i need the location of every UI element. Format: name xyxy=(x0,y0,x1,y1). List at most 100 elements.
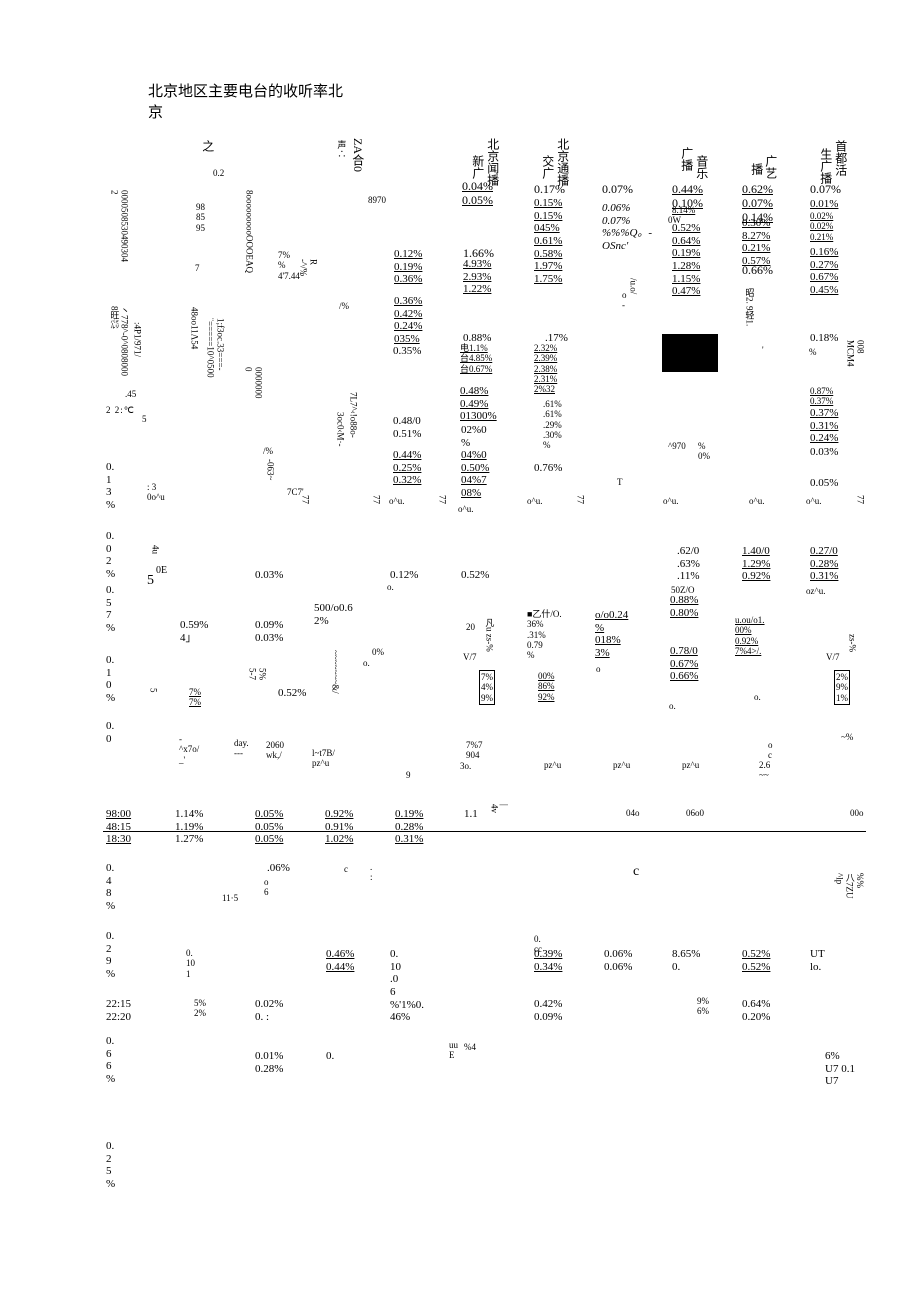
c2-7pct: 7% 7% xyxy=(189,687,201,708)
c10-quote: ' xyxy=(762,345,764,355)
c4-0pt: 0. xyxy=(326,1050,334,1063)
c5-035: 0.35% xyxy=(393,345,421,358)
c3-001028: 0.01% 0.28% xyxy=(255,1050,283,1075)
table-rule xyxy=(103,831,866,832)
c2-1f3oc: 1;f3oc.33===- ¨=====10^0500 xyxy=(205,318,226,378)
c2-11: 11·5 xyxy=(222,893,238,903)
c6-052: 0.52% xyxy=(461,569,489,582)
c8-T: T xyxy=(617,477,623,487)
c5-044025032: 0.44% 0.25% 0.32% xyxy=(393,449,421,487)
c11-UTlo: UT lo. xyxy=(810,948,825,973)
col1-00: 0. 0 xyxy=(106,720,114,745)
c4-500o062: 500/o0.6 2% xyxy=(314,602,353,627)
c11-pct: ~% xyxy=(841,732,853,742)
c3-77: 77 xyxy=(300,495,310,504)
c3-052: 0.52% xyxy=(278,687,306,700)
c9-814: 8.14% xyxy=(672,205,695,215)
col1-057: 0. 5 7 % xyxy=(106,584,115,635)
c7-008692: 00% 86% 92% xyxy=(538,671,555,702)
c6-048049013: 0.48% 0.49% 01300% xyxy=(460,385,497,423)
row-1141119127: 1.14% 1.19% 1.27% xyxy=(175,808,203,846)
c9-052064019128115047: 0.52% 0.64% 0.19% 1.28% 1.15% 0.47% xyxy=(672,222,700,298)
c4-7L7: 7L7^‹!o88o- xyxy=(348,392,358,438)
c11-018: 0.18% xyxy=(810,332,838,345)
c9-078067066: 0.78/0 0.67% 0.66% xyxy=(670,645,698,683)
c10-uouo: u.ou/o1. 00% 0.92% 7%4>/. xyxy=(735,615,765,656)
col1-22c: 2 2:℃ xyxy=(106,405,135,415)
col-header-7a: 首都活 xyxy=(833,140,847,176)
c5-o: o. xyxy=(387,582,394,592)
c7-042009: 0.42% 0.09% xyxy=(534,998,562,1023)
c10-030027021057: 0.30% 8.27% 0.21% 0.57% xyxy=(742,217,770,268)
col1-2215: 22:15 22:20 xyxy=(106,998,131,1023)
c5-9: 9 xyxy=(406,770,411,780)
c9-060o: 06o0 xyxy=(686,808,704,818)
c2-985: 98 85 95 xyxy=(196,202,205,233)
c5-0106046: 0. 10 .0 6 %'1%0. 46% xyxy=(390,948,424,1024)
c9-96: 9% 6% xyxy=(697,996,709,1017)
c5-dot9: . : xyxy=(370,862,373,883)
col-header-2: ZA合0 xyxy=(350,138,364,172)
c11-haspct: 0.87% 0.37% xyxy=(810,386,833,407)
c9-00pc: % 0% xyxy=(698,441,710,462)
c4-0pct: /% xyxy=(339,301,349,311)
c6-20: 20 xyxy=(466,622,475,632)
c11-001: 0.01% xyxy=(810,198,838,211)
c9-088: 0.88% 0.80% xyxy=(670,594,698,619)
c11-037031024: 0.37% 0.31% 0.24% xyxy=(810,407,838,445)
c7-77: 77 xyxy=(575,495,585,504)
c8-czm: o xyxy=(596,664,601,674)
c11-77: 77 xyxy=(855,495,865,504)
c2-o6: o 6 xyxy=(264,877,269,898)
c10-oc: o c xyxy=(768,740,773,761)
col-header-5b: 广播 xyxy=(679,147,693,171)
c10-066: 0.66% xyxy=(742,264,773,278)
black-region xyxy=(662,334,718,372)
c5-77: 77 xyxy=(437,495,447,504)
c6-11: 1.1 xyxy=(464,808,478,821)
c3-lt7: l~t7B/ pz^u xyxy=(312,748,335,769)
c4-046044: 0.46% 0.44% xyxy=(326,948,354,973)
col1-048: 0. 4 8 % xyxy=(106,862,115,913)
col-header-3b: 新广 xyxy=(470,155,484,179)
col-header-4a: 北京通播 xyxy=(555,138,569,186)
row-au: 4u xyxy=(150,545,160,554)
c7-ou: o^u. xyxy=(527,496,542,506)
c8-ovo024: o/o0.24 % 018% 3% xyxy=(595,609,628,660)
c6-7904: 7%7 904 xyxy=(466,740,483,761)
c3-55-7-3: 5% 5-7 xyxy=(247,668,268,680)
c7-616130: .61% .61% .29% .30% % xyxy=(543,399,562,451)
c5-019028031: 0.19% 0.28% 0.31% xyxy=(395,808,423,846)
col1-block: 0000508530490304 2 xyxy=(109,190,130,262)
c6-uu: uu E xyxy=(449,1040,458,1061)
c11-016027067045: 0.16% 0.27% 0.67% 0.45% xyxy=(810,246,838,297)
c11-291: 2% 9% 1% xyxy=(834,670,850,705)
c3-002: 0.02% 0. : xyxy=(255,998,283,1023)
c11-007: 0.07% xyxy=(810,183,841,197)
c3-009003: 0.09% 0.03% xyxy=(255,619,283,644)
col1-013: 0. 1 3 % xyxy=(106,461,115,512)
c6-02-0: 02%0 % xyxy=(461,424,487,449)
c4-092091102: 0.92% 0.91% 1.02% xyxy=(325,808,353,846)
c11-zs: zs-% xyxy=(847,634,857,652)
c8-006006: 0.06% 0.06% xyxy=(604,948,632,973)
col1-vert2: :4P1/971/ xyxy=(132,322,142,357)
c3-003: 0.03% xyxy=(255,569,283,582)
c9-pzu: pz^u xyxy=(682,760,699,770)
row-3-0o: : 3 0o^u xyxy=(147,482,165,503)
c7-015015045061058: 0.15% 0.15% 045% 0.61% 0.58% xyxy=(534,197,562,260)
c8-007: 0.07% xyxy=(602,183,633,197)
c4-3ocOM: 3oc0‹M·- xyxy=(335,412,345,447)
c8-o: o - xyxy=(622,290,627,311)
c3-pct: /% xyxy=(263,446,273,456)
c10-0b: o. xyxy=(754,692,761,702)
c9-970: ^970 xyxy=(668,441,686,451)
c5-036042024035: 0.36% 0.42% 0.24% 035% xyxy=(394,295,422,346)
c3-005x3: 0.05% 0.05% 0.05% xyxy=(255,808,283,846)
c4-o: o. xyxy=(363,658,370,668)
c4-8970: 8970 xyxy=(368,195,386,205)
col1-0029: 0. 2 9 % xyxy=(106,930,115,981)
c7-076: 0.76% xyxy=(534,462,562,475)
col1-010: 0. 1 0 % xyxy=(106,654,115,705)
c11-pctq: % xyxy=(809,347,817,357)
